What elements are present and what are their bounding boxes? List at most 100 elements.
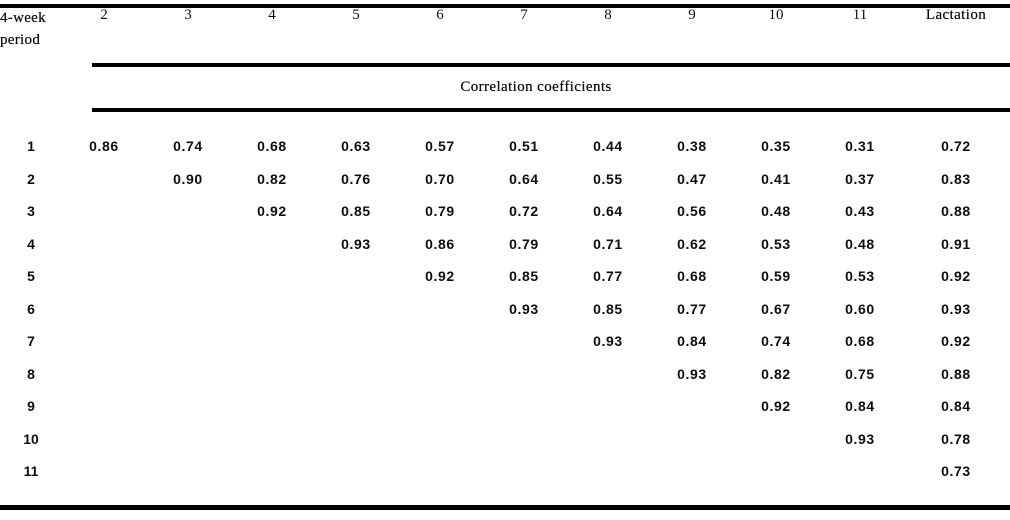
correlation-cell	[146, 195, 230, 228]
table-row: 2 0.90 0.82 0.76 0.70 0.64 0.55 0.47 0.41 0.37 0.8…	[0, 163, 1010, 196]
correlation-cell: 0.84	[677, 333, 707, 350]
correlation-cell: 0.71	[593, 235, 623, 252]
correlation-cell	[398, 358, 482, 391]
correlation-cell	[146, 423, 230, 456]
column-header: 4	[268, 7, 276, 23]
correlation-cell	[482, 455, 566, 488]
correlation-cell: 0.91	[941, 235, 971, 252]
period-label: 1	[27, 138, 35, 155]
correlation-cell	[734, 423, 818, 456]
correlation-cell: 0.92	[425, 268, 455, 285]
correlation-cell	[398, 390, 482, 423]
correlation-cell: 0.64	[509, 170, 539, 187]
spanner-row: Correlation coefficients	[0, 64, 1010, 110]
correlation-cell: 0.48	[845, 235, 875, 252]
period-label: 2	[27, 170, 35, 187]
correlation-cell: 0.79	[509, 235, 539, 252]
correlation-cell	[230, 325, 314, 358]
table-row: 6 0.93 0.85 0.77 0.67 0.60 0.93	[0, 293, 1010, 326]
correlation-cell	[566, 390, 650, 423]
correlation-cell: 0.35	[761, 138, 791, 155]
correlation-cell: 0.86	[89, 138, 119, 155]
correlation-cell	[566, 455, 650, 488]
correlation-table: 4-week period 2 3 4 5 6 7 8 9 10 11 Lactation Corr…	[0, 8, 1010, 488]
correlation-cell	[62, 325, 146, 358]
correlation-cell	[398, 455, 482, 488]
correlation-cell: 0.43	[845, 203, 875, 220]
correlation-cell: 0.84	[941, 398, 971, 415]
column-header: 11	[852, 7, 868, 23]
table-top-rule	[0, 4, 1010, 8]
correlation-cell: 0.72	[509, 203, 539, 220]
correlation-cell	[314, 390, 398, 423]
correlation-cell	[314, 260, 398, 293]
correlation-cell	[650, 455, 734, 488]
correlation-cell: 0.37	[845, 170, 875, 187]
correlation-cell: 0.62	[677, 235, 707, 252]
period-label: 4	[27, 235, 35, 252]
correlation-cell: 0.85	[509, 268, 539, 285]
gap-row	[0, 110, 1010, 130]
correlation-cell	[146, 260, 230, 293]
correlation-cell	[230, 390, 314, 423]
correlation-cell	[146, 228, 230, 261]
table-row: 8 0.93 0.82 0.75 0.88	[0, 358, 1010, 391]
correlation-cell	[314, 423, 398, 456]
column-header: 6	[436, 7, 444, 23]
stub-line2: period	[0, 31, 41, 48]
correlation-cell	[398, 325, 482, 358]
correlation-cell: 0.93	[845, 430, 875, 447]
column-header: 3	[184, 7, 192, 23]
header-row: 4-week period 2 3 4 5 6 7 8 9 10 11 Lactation	[0, 8, 1010, 64]
correlation-cell: 0.60	[845, 300, 875, 317]
stub-line1: 4-week	[0, 10, 46, 26]
correlation-cell	[314, 325, 398, 358]
correlation-cell: 0.93	[593, 333, 623, 350]
correlation-cell: 0.53	[845, 268, 875, 285]
table-bottom-rule	[0, 505, 1010, 510]
correlation-cell	[734, 455, 818, 488]
correlation-cell: 0.88	[941, 365, 971, 382]
correlation-cell	[230, 293, 314, 326]
correlation-cell: 0.53	[761, 235, 791, 252]
table-body: 1 0.86 0.74 0.68 0.63 0.57 0.51 0.44 0.38 0.35 0.3…	[0, 110, 1010, 488]
table-row: 4 0.93 0.86 0.79 0.71 0.62 0.53 0.48 0.91	[0, 228, 1010, 261]
correlation-cell	[146, 455, 230, 488]
correlation-cell: 0.70	[425, 170, 455, 187]
correlation-cell: 0.79	[425, 203, 455, 220]
correlation-cell	[482, 423, 566, 456]
correlation-cell: 0.55	[593, 170, 623, 187]
column-header: 7	[520, 7, 528, 23]
correlation-cell: 0.85	[593, 300, 623, 317]
correlation-cell: 0.93	[677, 365, 707, 382]
correlation-cell: 0.88	[941, 203, 971, 220]
table-row: 3 0.92 0.85 0.79 0.72 0.64 0.56 0.48 0.43 0.88	[0, 195, 1010, 228]
correlation-cell	[566, 423, 650, 456]
correlation-cell: 0.92	[941, 268, 971, 285]
correlation-cell	[230, 455, 314, 488]
correlation-cell: 0.74	[761, 333, 791, 350]
correlation-cell: 0.67	[761, 300, 791, 317]
correlation-cell	[230, 423, 314, 456]
correlation-cell: 0.31	[845, 138, 875, 155]
correlation-cell	[146, 358, 230, 391]
correlation-cell: 0.56	[677, 203, 707, 220]
correlation-cell	[62, 455, 146, 488]
correlation-cell	[146, 390, 230, 423]
correlation-cell	[314, 358, 398, 391]
correlation-cell	[62, 423, 146, 456]
correlation-cell	[314, 293, 398, 326]
correlation-cell	[62, 293, 146, 326]
table-row: 5 0.92 0.85 0.77 0.68 0.59 0.53 0.92	[0, 260, 1010, 293]
correlation-cell: 0.84	[845, 398, 875, 415]
correlation-cell	[482, 390, 566, 423]
table-row: 1 0.86 0.74 0.68 0.63 0.57 0.51 0.44 0.38 0.35 0.3…	[0, 130, 1010, 163]
correlation-cell: 0.74	[173, 138, 203, 155]
correlation-cell	[398, 423, 482, 456]
column-header: Lactation	[925, 7, 987, 23]
correlation-cell	[314, 455, 398, 488]
column-header: 10	[768, 7, 784, 23]
column-header: 9	[688, 7, 696, 23]
correlation-cell	[230, 358, 314, 391]
